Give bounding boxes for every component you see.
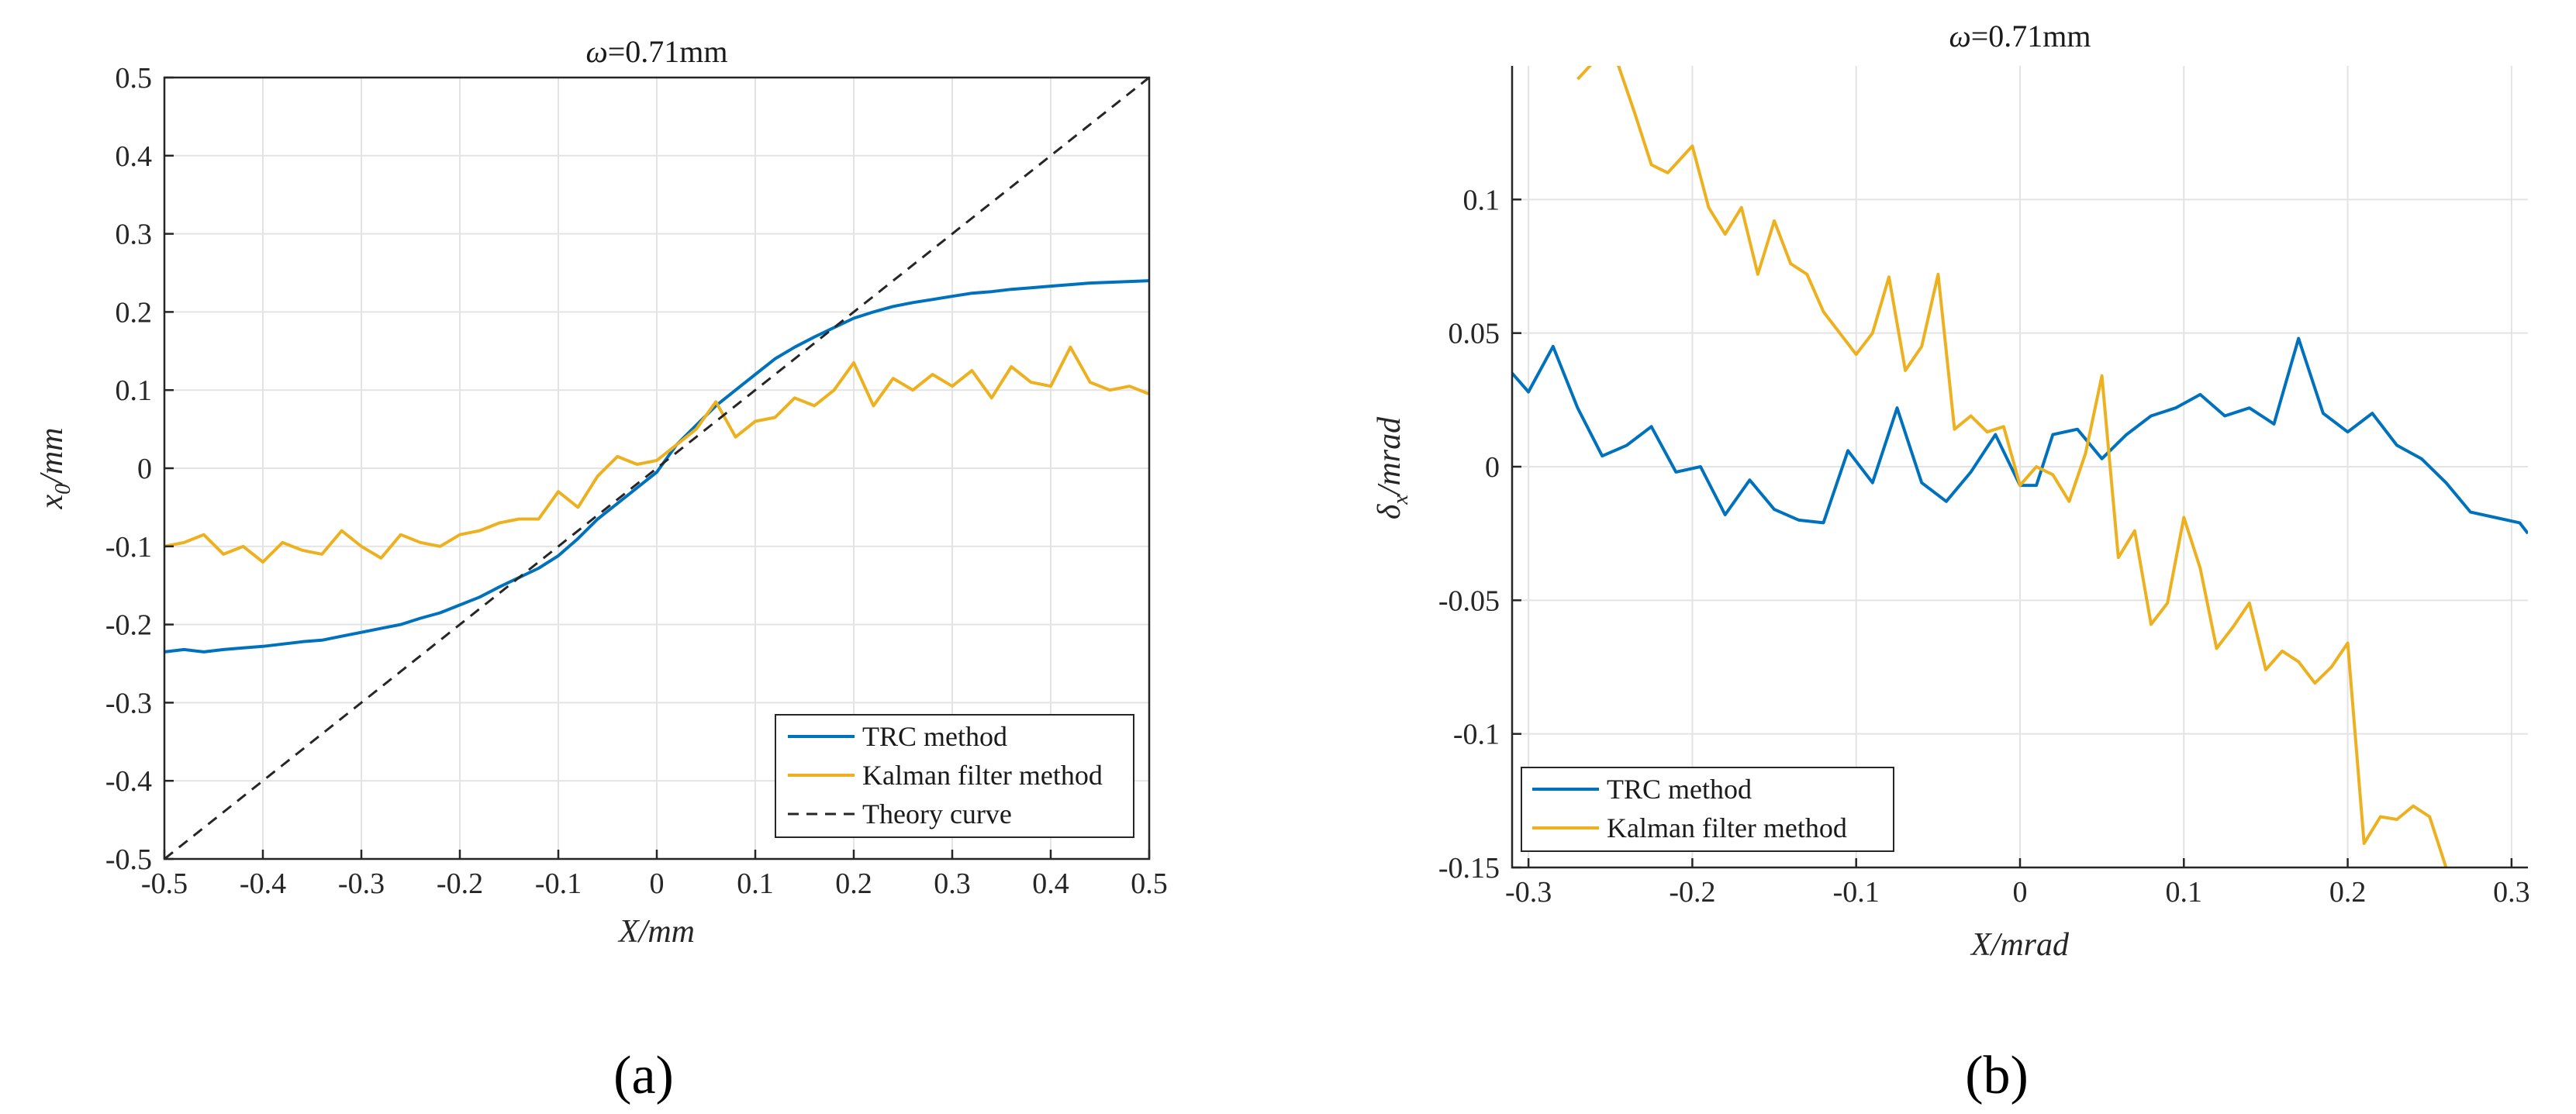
title-symbol-a: ω [585,34,607,69]
y-tick-label: 0.1 [1463,184,1500,216]
panel-b: -0.3 -0.2 -0.1 0 0.1 0.2 0.3 -0.15 -0.1 -0.05 0 0.0… [1372,19,2530,1105]
y-tick-label: -0.5 [105,843,152,876]
y-tick-label: 0.5 [116,62,153,95]
y-label-main-b: δ [1372,503,1407,519]
y-label-sub-a: 0 [51,484,75,495]
series-group-a [164,78,1149,859]
x-tick-label: 0.3 [934,867,971,900]
legend-label-kalman-b: Kalman filter method [1607,812,1847,843]
legend-b: TRC method Kalman filter method [1521,767,1894,852]
x-tick-label: -0.4 [240,867,286,900]
chart-title-b: ω=0.71mm [1949,19,2091,53]
legend-box-b [1521,767,1894,852]
x-tick-label: -0.5 [141,867,188,900]
y-tick-label: -0.1 [1453,719,1500,751]
x-tick-label: -0.1 [535,867,582,900]
x-tick-label: 0.2 [835,867,872,900]
y-label-unit-a: /mm [34,428,70,485]
x-tick-label: -0.3 [1505,876,1552,909]
series-line-theory-curve [164,78,1149,859]
y-tick-label: 0 [137,453,152,485]
y-tick-label: 0 [1485,451,1500,484]
y-axis-label-a: x0/mm [34,428,75,510]
x-tick-label: 0 [2013,876,2028,909]
x-axis-label-a: X/mm [617,914,695,950]
title-rest-a: =0.71mm [608,34,728,69]
series-group-b [1512,66,2528,867]
x-tick-label: -0.1 [1833,876,1880,909]
legend-label-trc-a: TRC method [862,721,1007,752]
x-tick-label: -0.3 [338,867,385,900]
x-tick-label: 0.5 [1131,867,1168,900]
x-tick-label: 0.1 [2166,876,2203,909]
x-tick-label: -0.2 [1669,876,1715,909]
grid-b [1512,66,2528,868]
series-line-trc-method [164,279,1149,654]
title-symbol-b: ω [1949,19,1970,53]
y-label-sub-b: x [1389,495,1413,505]
x-tick-label: 0.3 [2493,876,2530,909]
x-tick-label: 0 [650,867,665,900]
ticks-a: -0.5 -0.4 -0.3 -0.2 -0.1 0 0.1 0.2 0.3 0.4 0.5 -0.5… [105,62,1168,900]
x-tick-label: -0.2 [437,867,483,900]
y-tick-label: -0.4 [105,765,152,798]
x-tick-label: 0.1 [737,867,774,900]
panel-label-a: (a) [613,1046,674,1105]
panel-a: -0.5 -0.4 -0.3 -0.2 -0.1 0 0.1 0.2 0.3 0.4 0.5 -0.5… [34,34,1168,1105]
series-line-trc-method [1512,336,2528,535]
y-tick-label: 0.1 [116,374,153,407]
y-label-main-a: x [34,495,70,510]
y-tick-label: 0.05 [1449,318,1500,350]
x-axis-label-b: X/mrad [1970,927,2070,963]
x-tick-label: 0.4 [1032,867,1069,900]
series-line-kalman-filter-method [164,345,1149,564]
y-tick-label: -0.3 [105,687,152,719]
series-line-kalman-filter-method [1576,66,2448,867]
chart-title-a: ω=0.71mm [585,34,727,69]
y-axis-label-b: δx/mrad [1372,416,1413,519]
legend-label-kalman-a: Kalman filter method [862,760,1103,791]
legend-a: TRC method Kalman filter method Theory c… [775,714,1134,838]
legend-label-theory-a: Theory curve [862,798,1012,829]
legend-label-trc-b: TRC method [1607,774,1752,805]
y-tick-label: 0.4 [116,140,153,173]
title-rest-b: =0.71mm [1971,19,2091,53]
y-tick-label: 0.2 [116,296,153,329]
y-tick-label: -0.1 [105,531,152,564]
y-tick-label: -0.05 [1438,585,1500,617]
x-tick-label: 0.2 [2329,876,2367,909]
panel-label-b: (b) [1965,1046,2029,1105]
ticks-b: -0.3 -0.2 -0.1 0 0.1 0.2 0.3 -0.15 -0.1 -0.05 0 0.0… [1438,184,2530,909]
y-tick-label: -0.2 [105,609,152,642]
y-label-unit-b: /mrad [1372,416,1407,496]
y-tick-label: -0.15 [1438,852,1500,885]
y-tick-label: 0.3 [116,219,153,251]
